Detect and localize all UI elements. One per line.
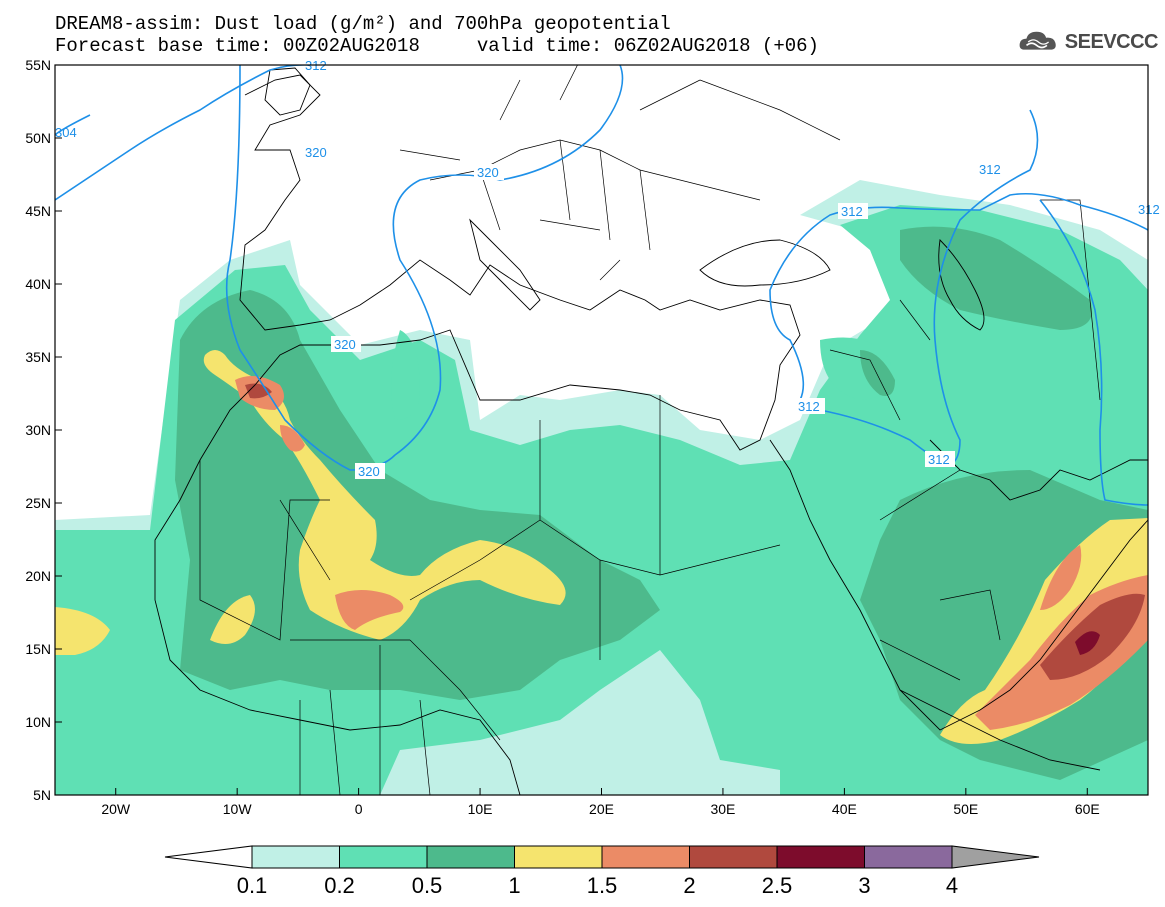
- borders: [199, 65, 1101, 795]
- colorbar-swatch: [514, 845, 603, 869]
- contour-label: 320: [334, 337, 356, 352]
- colorbar-swatch: [689, 845, 778, 869]
- colorbar-label: 2.5: [762, 873, 793, 898]
- lat-tick-label: 25N: [25, 495, 51, 511]
- lat-tick-label: 50N: [25, 130, 51, 146]
- contour-label: 312: [979, 162, 1001, 177]
- colorbar-label: 0.2: [324, 873, 355, 898]
- map-title: DREAM8-assim: Dust load (g/m²) and 700hP…: [55, 13, 671, 35]
- colorbar-label: 0.1: [237, 873, 268, 898]
- lon-tick-label: 0: [355, 801, 363, 817]
- dust-level-1: [203, 350, 566, 640]
- latitude-axis: 55N 50N 45N 40N 35N 30N 25N 20N 15N 10N 5N: [25, 57, 62, 803]
- contour-label: 312: [841, 204, 863, 219]
- contour-320-north: [55, 114, 91, 136]
- lon-tick-label: 60E: [1075, 801, 1100, 817]
- lat-tick-label: 45N: [25, 203, 51, 219]
- lat-tick-label: 15N: [25, 641, 51, 657]
- dust-field: [55, 180, 1148, 795]
- colorbar-under-arrow: [164, 845, 253, 869]
- coastlines: [154, 67, 1148, 795]
- colorbar-swatch: [339, 845, 428, 869]
- colorbar: 0.1 0.2 0.5 1 1.5 2 2.5 3 4: [164, 845, 1040, 898]
- contour-312-rub: [1039, 199, 1148, 506]
- coastline-uk: [264, 67, 311, 116]
- contour-label: 304: [55, 125, 77, 140]
- forecast-time-line: Forecast base time: 00Z02AUG2018 valid t…: [55, 35, 819, 57]
- longitude-axis: 20W 10W 0 10E 20E 30E 40E 50E 60E: [101, 788, 1100, 817]
- lat-tick-label: 30N: [25, 422, 51, 438]
- lon-tick-label: 30E: [710, 801, 735, 817]
- lon-tick-label: 20W: [101, 801, 131, 817]
- colorbar-swatch: [426, 845, 515, 869]
- lat-tick-label: 55N: [25, 57, 51, 73]
- lon-tick-label: 20E: [589, 801, 614, 817]
- contour-label: 320: [358, 464, 380, 479]
- dust-level-2.5: [1075, 631, 1100, 655]
- colorbar-swatch: [601, 845, 690, 869]
- lat-tick-label: 20N: [25, 568, 51, 584]
- contour-label: 320: [305, 145, 327, 160]
- logo-text: SEEVCCC: [1064, 30, 1159, 53]
- coastline-somalia: [899, 689, 1101, 771]
- contour-labels: 320 320 320 320 312 312 312 312 312 304 …: [55, 58, 1160, 479]
- contour-304: [55, 65, 310, 201]
- lat-tick-label: 5N: [33, 787, 51, 803]
- colorbar-label: 3: [858, 873, 870, 898]
- coastline-red-sea: [769, 439, 1148, 731]
- contour-label: 320: [477, 165, 499, 180]
- contour-label: 312: [928, 452, 950, 467]
- colorbar-label: 1: [508, 873, 520, 898]
- lon-tick-label: 40E: [832, 801, 857, 817]
- colorbar-label: 1.5: [587, 873, 618, 898]
- cloud-icon: [1019, 31, 1056, 50]
- colorbar-swatch: [864, 845, 953, 869]
- seevccc-logo: SEEVCCC: [1018, 26, 1159, 58]
- contour-label: 312: [798, 399, 820, 414]
- colorbar-swatch: [251, 845, 340, 869]
- coastline-black-sea: [699, 239, 831, 287]
- coastline-gulf: [929, 439, 1148, 501]
- lon-tick-label: 10W: [223, 801, 253, 817]
- lon-tick-label: 10E: [468, 801, 493, 817]
- colorbar-label: 2: [683, 873, 695, 898]
- borders-sahara: [199, 395, 781, 795]
- colorbar-over-arrow: [951, 845, 1040, 869]
- lat-tick-label: 10N: [25, 714, 51, 730]
- coastline-europe: [154, 74, 801, 795]
- colorbar-label: 0.5: [412, 873, 443, 898]
- coastline-italy: [469, 218, 541, 311]
- lat-tick-label: 40N: [25, 276, 51, 292]
- colorbar-label: 4: [946, 873, 958, 898]
- lat-tick-label: 35N: [25, 349, 51, 365]
- colorbar-swatch: [776, 845, 865, 869]
- borders-europe: [399, 65, 841, 281]
- coastline-caspian: [938, 239, 985, 331]
- contour-label: 312: [1138, 202, 1160, 217]
- lon-tick-label: 50E: [953, 801, 978, 817]
- borders-mideast: [829, 199, 1101, 681]
